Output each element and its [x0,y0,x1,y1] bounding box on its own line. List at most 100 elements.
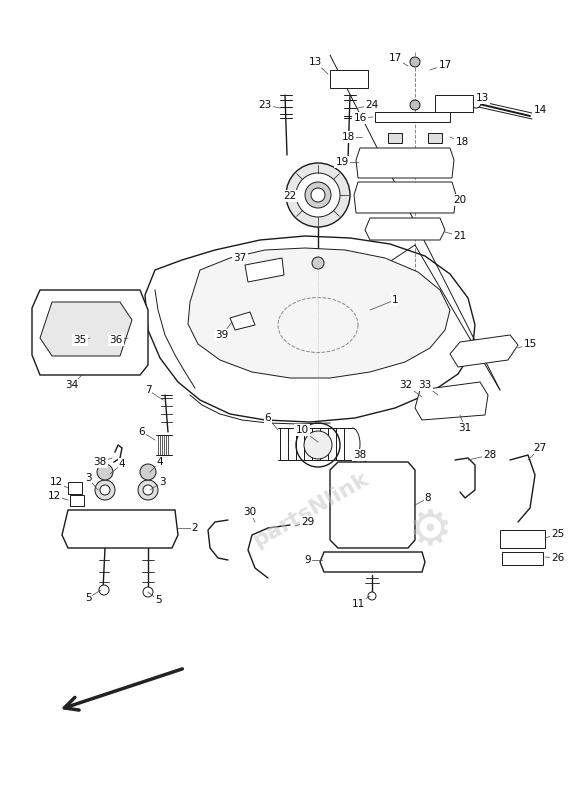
Text: 9: 9 [304,555,311,565]
Text: 13: 13 [309,57,322,67]
Polygon shape [375,112,450,122]
Text: partsNlink: partsNlink [249,469,371,551]
Text: 6: 6 [264,413,271,423]
Text: 17: 17 [438,60,452,70]
Circle shape [312,257,324,269]
Text: 4: 4 [119,459,125,469]
Text: 21: 21 [454,231,467,241]
Text: 17: 17 [389,53,401,63]
Polygon shape [245,258,284,282]
Text: 31: 31 [458,423,472,433]
Polygon shape [40,302,132,356]
Text: 15: 15 [523,339,536,349]
Text: 30: 30 [244,507,256,517]
Text: 34: 34 [66,380,79,390]
Text: 32: 32 [400,380,412,390]
Polygon shape [70,495,84,506]
Text: 31: 31 [458,423,472,433]
Text: 13: 13 [309,57,322,67]
Text: 18: 18 [455,137,469,147]
Circle shape [143,587,153,597]
Text: 17: 17 [438,60,452,70]
Text: 10: 10 [295,425,309,435]
Text: 3: 3 [85,473,91,483]
Polygon shape [32,290,148,375]
Circle shape [355,465,365,475]
Text: 27: 27 [534,443,546,453]
Polygon shape [354,182,456,213]
Text: 18: 18 [342,132,354,142]
Text: 21: 21 [454,231,467,241]
Text: 15: 15 [523,339,536,349]
Text: 12: 12 [49,477,63,487]
Text: 39: 39 [215,330,229,340]
Circle shape [471,98,481,108]
Text: 18: 18 [455,137,469,147]
Text: 36: 36 [110,335,122,345]
Text: 32: 32 [400,380,412,390]
Polygon shape [68,482,82,494]
Text: 4: 4 [119,459,125,469]
Polygon shape [415,382,488,420]
Circle shape [304,431,332,459]
Text: 24: 24 [365,100,379,110]
Polygon shape [62,510,178,548]
Text: 4: 4 [157,457,164,467]
Circle shape [286,163,350,227]
Text: 19: 19 [335,157,349,167]
Text: 12: 12 [48,491,61,501]
Circle shape [140,464,156,480]
Text: 37: 37 [233,253,246,263]
Text: 25: 25 [552,529,564,539]
Polygon shape [356,148,454,178]
Text: 24: 24 [365,100,379,110]
Circle shape [410,100,420,110]
Text: 11: 11 [351,599,365,609]
Text: 38: 38 [93,457,107,467]
Text: 7: 7 [144,385,151,395]
Text: 35: 35 [74,335,86,345]
Circle shape [138,480,158,500]
Text: 7: 7 [144,385,151,395]
Circle shape [99,585,109,595]
Text: 5: 5 [85,593,91,603]
Text: 26: 26 [552,553,564,563]
Circle shape [368,592,376,600]
Text: 3: 3 [159,477,165,487]
Text: 35: 35 [74,335,86,345]
Text: 22: 22 [284,191,296,201]
Text: ⚙: ⚙ [408,506,452,554]
Text: 5: 5 [155,595,161,605]
Text: 1: 1 [392,295,398,305]
Polygon shape [320,552,425,572]
Text: 2: 2 [191,523,198,533]
Text: 29: 29 [302,517,314,527]
Polygon shape [435,95,473,112]
Text: 2: 2 [191,523,198,533]
Text: 29: 29 [302,517,314,527]
Text: 33: 33 [418,380,432,390]
Text: 6: 6 [139,427,146,437]
Text: 18: 18 [342,132,354,142]
Polygon shape [450,335,518,367]
Text: 11: 11 [351,599,365,609]
Text: 19: 19 [335,157,349,167]
Text: 33: 33 [418,380,432,390]
Text: 9: 9 [304,555,311,565]
Circle shape [410,57,420,67]
Text: 6: 6 [264,413,271,423]
Text: 13: 13 [476,93,488,103]
Text: 5: 5 [85,593,91,603]
Text: 22: 22 [284,191,296,201]
Text: 36: 36 [110,335,122,345]
Text: 16: 16 [353,113,367,123]
Text: 14: 14 [534,105,546,115]
Circle shape [311,188,325,202]
Circle shape [143,485,153,495]
Circle shape [95,480,115,500]
Circle shape [100,485,110,495]
Circle shape [506,554,514,562]
Text: 12: 12 [49,477,63,487]
Circle shape [296,173,340,217]
Text: 1: 1 [392,295,398,305]
